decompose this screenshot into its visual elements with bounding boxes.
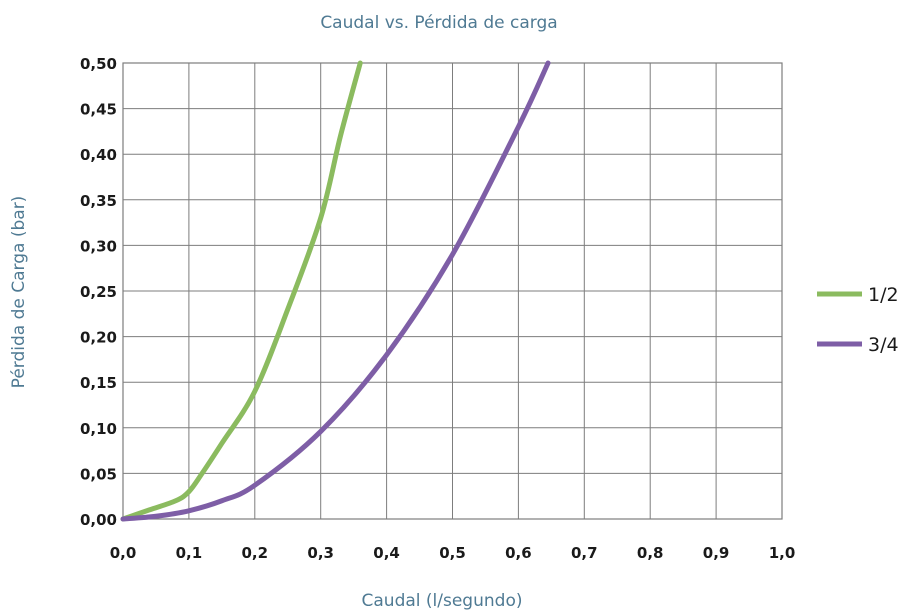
x-tick-label: 0,8 <box>637 544 664 562</box>
legend-label: 3/4 <box>868 334 899 356</box>
x-tick-label: 0,9 <box>703 544 730 562</box>
y-tick-label: 0,40 <box>80 146 117 164</box>
x-tick-label: 0,0 <box>110 544 137 562</box>
x-tick-label: 0,2 <box>242 544 269 562</box>
legend: 1/2 3/4 <box>817 284 899 356</box>
y-tick-label: 0,45 <box>80 101 117 119</box>
y-axis-label: Pérdida de Carga (bar) <box>9 196 29 389</box>
x-tick-label: 0,6 <box>505 544 532 562</box>
series-line <box>120 60 551 522</box>
y-tick-label: 0,30 <box>80 237 117 255</box>
chart-title: Caudal vs. Pérdida de carga <box>320 13 557 33</box>
series-line <box>120 60 363 522</box>
y-tick-label: 0,35 <box>80 192 117 210</box>
x-tick-label: 1,0 <box>769 544 796 562</box>
grid <box>122 62 783 520</box>
tick-labels: 0,0 0,1 0,2 0,3 0,4 0,5 0,6 0,7 0,8 0,9 1,0 0,00 0,0… <box>80 55 795 562</box>
x-tick-label: 0,7 <box>571 544 598 562</box>
plot-frame <box>122 62 783 520</box>
x-axis-label: Caudal (l/segundo) <box>362 591 523 611</box>
x-tick-label: 0,1 <box>176 544 203 562</box>
x-tick-label: 0,3 <box>307 544 334 562</box>
y-tick-label: 0,25 <box>80 283 117 301</box>
y-tick-label: 0,50 <box>80 55 117 73</box>
y-tick-label: 0,00 <box>80 511 117 529</box>
y-tick-label: 0,15 <box>80 374 117 392</box>
legend-label: 1/2 <box>868 284 899 306</box>
series-lines <box>120 60 551 522</box>
y-tick-label: 0,10 <box>80 420 117 438</box>
y-tick-label: 0,20 <box>80 329 117 347</box>
y-tick-label: 0,05 <box>80 465 117 483</box>
x-tick-label: 0,4 <box>373 544 400 562</box>
x-tick-label: 0,5 <box>439 544 466 562</box>
